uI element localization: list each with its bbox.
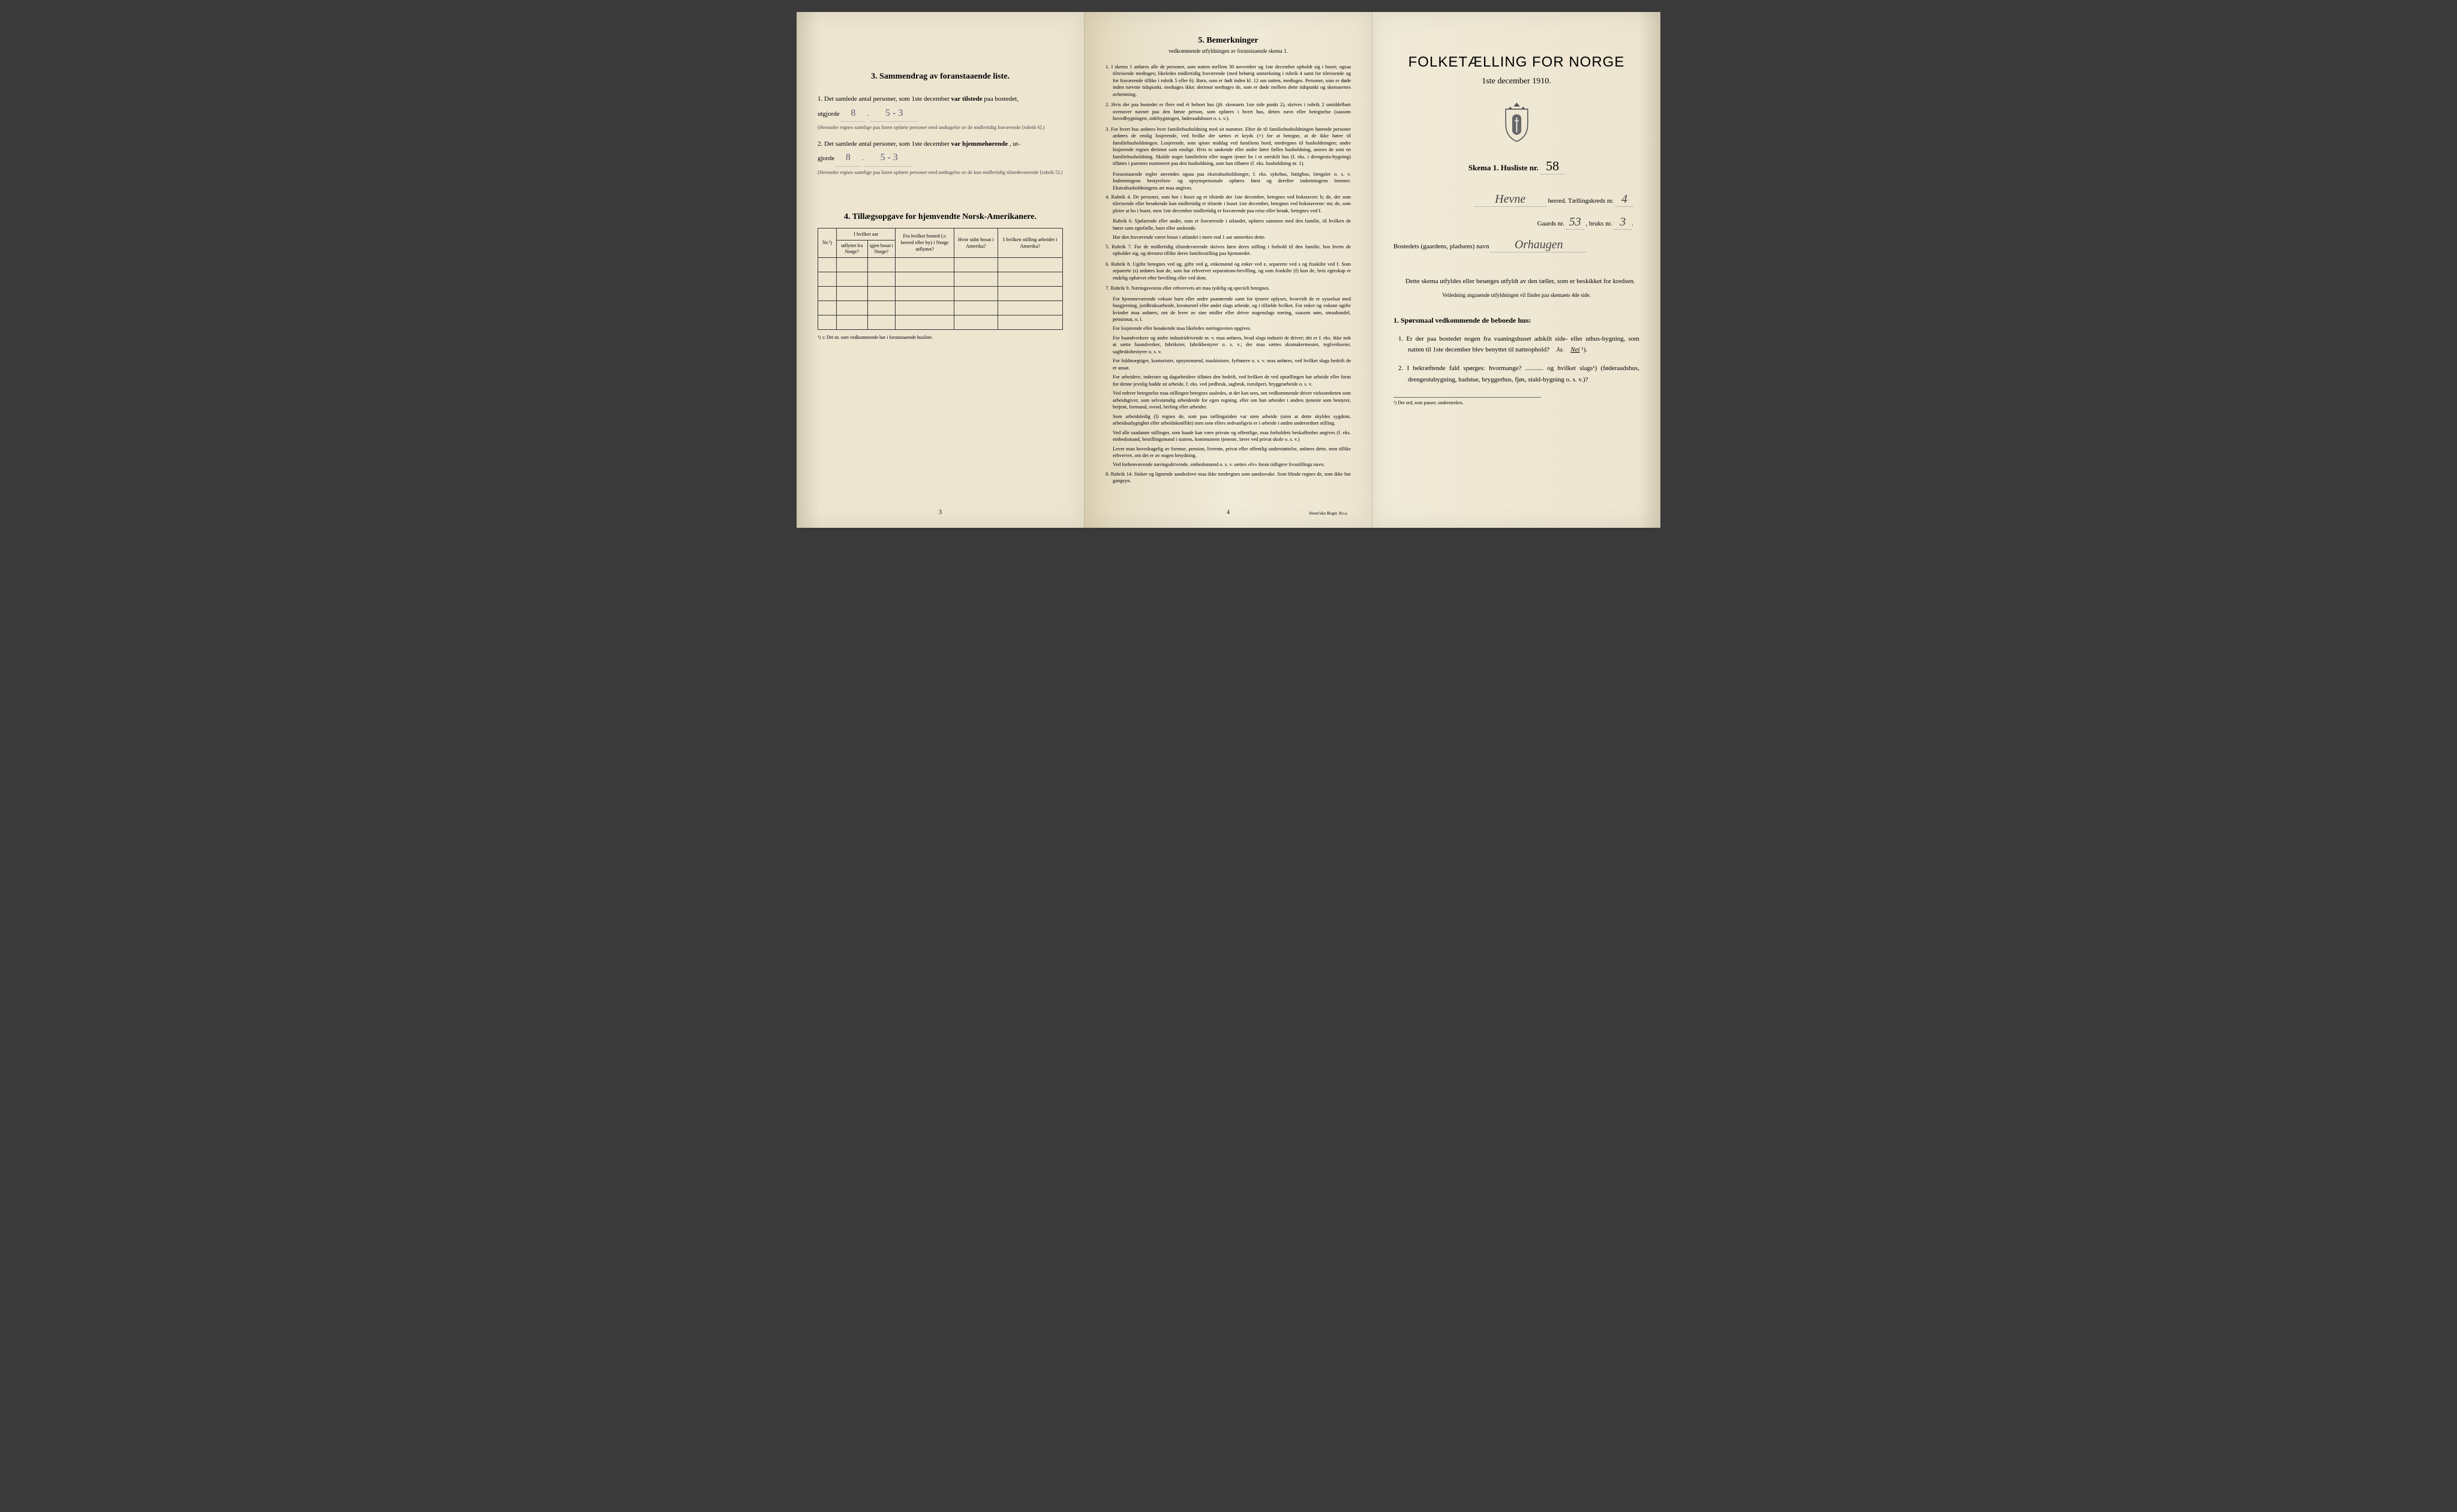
question-1: 1. Er der paa bostedet nogen fra vaaning… [1393, 333, 1639, 356]
section-3-header: 3. Sammendrag av foranstaaende liste. [818, 72, 1063, 82]
col-bosted: Fra hvilket bosted (ɔ: herred eller by) … [896, 228, 954, 258]
item-2-bold: var hjemmehørende [951, 140, 1008, 148]
table-row [818, 315, 1063, 330]
item-1-value: 8 [841, 105, 865, 122]
section-4: 4. Tillægsopgave for hjemvendte Norsk-Am… [818, 212, 1063, 341]
gaards-line: Gaards nr. 53 , bruks nr. 3. [1393, 215, 1639, 230]
q1-sup: ¹). [1581, 346, 1587, 353]
remark: Rubrik 6. Sjøfarende eller andre, som er… [1106, 218, 1351, 232]
bosted-value: Orhaugen [1491, 238, 1587, 252]
remark: 7. Rubrik 9. Næringsveiens eller erhverv… [1106, 285, 1351, 291]
q2-text: 2. I bekræftende fald spørges: hvormange… [1398, 365, 1639, 383]
census-date: 1ste december 1910. [1393, 77, 1639, 86]
section-4-header: 4. Tillægsopgave for hjemvendte Norsk-Am… [818, 212, 1063, 222]
page-right: FOLKETÆLLING FOR NORGE 1ste december 191… [1372, 12, 1660, 528]
remark: Lever man hovedsagelig av formue, pensio… [1106, 446, 1351, 459]
col-utflyttet: utflyttet fra Norge? [836, 240, 867, 258]
right-footnote: ¹) Det ord, som passer, understrekes. [1393, 397, 1541, 405]
remark: For fuldmægtiger, kontorister, opsynsmæn… [1106, 357, 1351, 371]
remark: 6. Rubrik 8. Ugifte betegnes ved ug, gif… [1106, 261, 1351, 281]
table-row [818, 272, 1063, 287]
col-nr: Nr.¹) [818, 228, 837, 258]
col-igjen: igjen bosat i Norge? [867, 240, 895, 258]
schema-label: Skema 1. Husliste nr. [1468, 163, 1539, 172]
question-header: 1. Spørsmaal vedkommende de beboede hus: [1393, 316, 1639, 325]
section-3: 3. Sammendrag av foranstaaende liste. 1.… [818, 72, 1063, 176]
item-2-value: 8 [836, 149, 860, 166]
remark: Foranstaaende regler anvendes ogsaa paa … [1106, 171, 1351, 191]
page-left: 3. Sammendrag av foranstaaende liste. 1.… [797, 12, 1085, 528]
q1-nei: Nei [1570, 346, 1579, 353]
schema-line: Skema 1. Husliste nr. 58 [1393, 158, 1639, 175]
table-row [818, 301, 1063, 315]
question-2: 2. I bekræftende fald spørges: hvormange… [1393, 363, 1639, 385]
remark: 3. For hvert hus anføres hver familiehus… [1106, 126, 1351, 167]
item-1-bold: var tilstede [951, 95, 984, 103]
bruks-label: , bruks nr. [1586, 220, 1612, 227]
item-2-suffix: , ut- [1010, 140, 1020, 148]
remark: For losjerende eller besøkende maa likel… [1106, 325, 1351, 332]
remark: Ved forhenværende næringsdrivende, embed… [1106, 461, 1351, 468]
col-aar-head: I hvilket aar [836, 228, 895, 240]
remark: 8. Rubrik 14. Sinker og lignende aandssl… [1106, 471, 1351, 485]
gaards-label: Gaards nr. [1537, 220, 1564, 227]
herred-label: herred. Tællingskreds nr. [1548, 197, 1614, 205]
item-1-prefix: 1. Det samlede antal personer, som 1ste … [818, 95, 950, 103]
coat-of-arms-icon [1393, 101, 1639, 146]
remarks-container: 1. I skema 1 anføres alle de personer, s… [1106, 64, 1351, 485]
section-5-header: 5. Bemerkninger [1106, 36, 1351, 46]
remark: Har den fraværende været bosat i utlande… [1106, 234, 1351, 241]
item-2-l2prefix: gjorde [818, 155, 834, 162]
bruks-value: 3 [1614, 215, 1632, 230]
page-number: 4 [1227, 509, 1230, 516]
remark: Som arbeidsledig (l) regnes de, som paa … [1106, 413, 1351, 427]
table-header-row: Nr.¹) I hvilket aar Fra hvilket bosted (… [818, 228, 1063, 240]
table-row [818, 258, 1063, 272]
instruction-small: Veiledning angaaende utfyldningen vil fi… [1393, 292, 1639, 298]
section-5-subheader: vedkommende utfyldningen av foranstaaend… [1106, 48, 1351, 54]
q1-text: 1. Er der paa bostedet nogen fra vaaning… [1398, 335, 1639, 354]
item-1: 1. Det samlede antal personer, som 1ste … [818, 94, 1063, 131]
page-middle: 5. Bemerkninger vedkommende utfyldningen… [1085, 12, 1372, 528]
item-1-note: (Herunder regnes samtlige paa listen opf… [818, 124, 1063, 131]
kreds-value: 4 [1615, 193, 1633, 207]
item-2-note: (Herunder regnes samtlige paa listen opf… [818, 169, 1063, 176]
item-2: 2. Det samlede antal personer, som 1ste … [818, 139, 1063, 176]
table-row [818, 287, 1063, 301]
item-1-l2prefix: utgjorde [818, 110, 840, 118]
col-sidst: Hvor sidst bosat i Amerika? [954, 228, 998, 258]
schema-value: 58 [1540, 158, 1564, 175]
bosted-label: Bostedets (gaardens, pladsens) navn [1393, 243, 1489, 250]
gaards-value: 53 [1566, 215, 1584, 230]
remark: 5. Rubrik 7. For de midlertidig tilstede… [1106, 244, 1351, 257]
col-stilling: I hvilken stilling arbeidet i Amerika? [998, 228, 1062, 258]
census-title: FOLKETÆLLING FOR NORGE [1393, 54, 1639, 71]
table-body [818, 258, 1063, 330]
page-number: 3 [939, 509, 942, 516]
census-document: 3. Sammendrag av foranstaaende liste. 1.… [797, 12, 1660, 528]
remark: Ved enhver betegnelse maa stillingen bet… [1106, 390, 1351, 410]
herred-line: Hevne herred. Tællingskreds nr. 4 [1393, 193, 1639, 207]
item-2-value2: 5 - 3 [865, 149, 913, 166]
remark: For haandverkere og andre industridriven… [1106, 335, 1351, 355]
table-4: Nr.¹) I hvilket aar Fra hvilket bosted (… [818, 228, 1063, 330]
item-2-prefix: 2. Det samlede antal personer, som 1ste … [818, 140, 950, 148]
remark: For arbeidere, inderster og dagarbeidere… [1106, 374, 1351, 387]
herred-value: Hevne [1474, 193, 1546, 207]
remark: Ved alle saadanne stillinger, som baade … [1106, 429, 1351, 443]
q1-ja: Ja. [1556, 346, 1564, 353]
item-1-suffix: paa bostedet, [984, 95, 1018, 103]
remark: 2. Hvis der paa bostedet er flere end ét… [1106, 101, 1351, 122]
printer-note: Steen'ske Bogtr. Kr.a. [1309, 510, 1348, 516]
instruction-text: Dette skema utfyldes eller besørges utfy… [1393, 276, 1639, 287]
bosted-line: Bostedets (gaardens, pladsens) navn Orha… [1393, 238, 1639, 252]
item-1-value2: 5 - 3 [870, 105, 918, 122]
remark: 1. I skema 1 anføres alle de personer, s… [1106, 64, 1351, 98]
remark: 4. Rubrik 4. De personer, som bor i huse… [1106, 194, 1351, 214]
table-footnote: ¹) ɔ: Det nr. som vedkommende har i fora… [818, 335, 1063, 340]
remark: For hjemmeværende voksne barn eller andr… [1106, 296, 1351, 323]
